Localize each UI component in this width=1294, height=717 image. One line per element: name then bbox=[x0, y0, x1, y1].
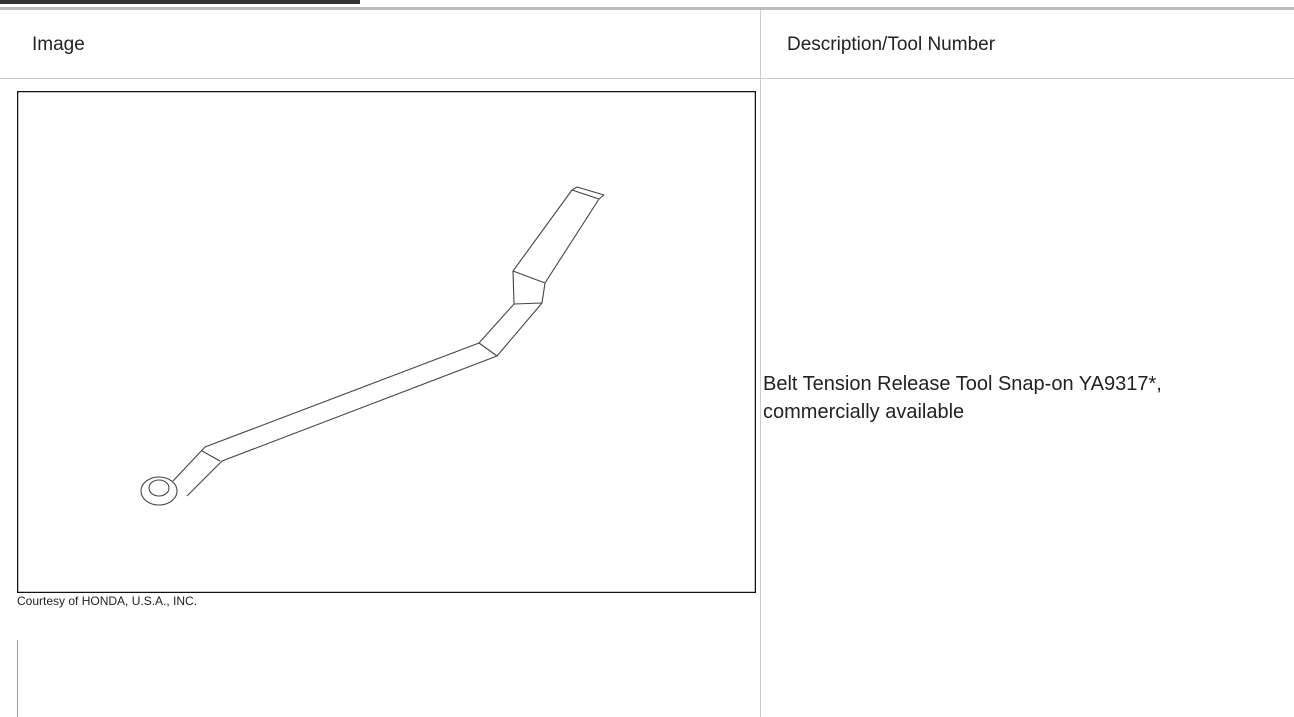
header-rule bbox=[0, 78, 1294, 79]
tool-image bbox=[17, 91, 756, 593]
header-cell: Image bbox=[32, 34, 85, 56]
page: Image Description/Tool Number Courtesy o… bbox=[0, 0, 1294, 717]
header-cell: Description/Tool Number bbox=[787, 34, 995, 56]
top-rule bbox=[0, 7, 1294, 10]
tool-description: Belt Tension Release Tool Snap-on YA9317… bbox=[763, 370, 1283, 426]
left-border bbox=[17, 640, 18, 717]
image-caption: Courtesy of HONDA, U.S.A., INC. bbox=[17, 594, 197, 608]
column-divider bbox=[760, 10, 761, 717]
cut-heading bbox=[0, 0, 360, 4]
